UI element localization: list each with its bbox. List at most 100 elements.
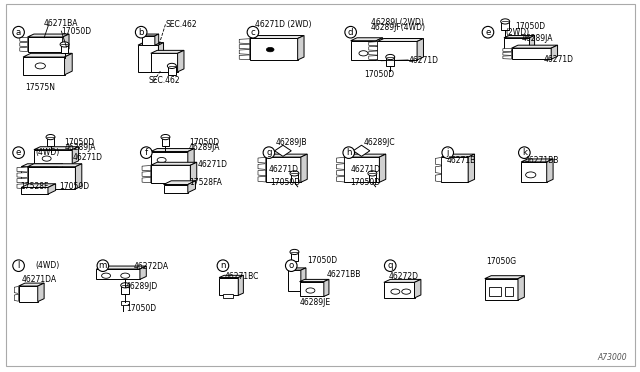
Bar: [266, 157, 301, 182]
Polygon shape: [369, 51, 378, 55]
Polygon shape: [258, 176, 266, 182]
Circle shape: [266, 47, 274, 52]
Text: f: f: [145, 148, 148, 157]
Circle shape: [500, 19, 509, 24]
Bar: [442, 157, 468, 182]
Polygon shape: [380, 154, 386, 182]
Text: 46271BA: 46271BA: [44, 19, 79, 28]
Circle shape: [60, 42, 69, 47]
Bar: [151, 151, 188, 166]
Polygon shape: [151, 162, 196, 165]
Text: e: e: [485, 28, 491, 37]
Polygon shape: [415, 279, 421, 298]
Polygon shape: [369, 42, 378, 46]
Text: 17050D: 17050D: [61, 26, 92, 36]
Polygon shape: [151, 148, 194, 151]
Circle shape: [161, 135, 170, 140]
Polygon shape: [300, 279, 329, 282]
Text: 46271D: 46271D: [72, 153, 102, 161]
Text: 46289JE: 46289JE: [300, 298, 331, 307]
Polygon shape: [258, 170, 266, 176]
Polygon shape: [511, 45, 557, 48]
Bar: [501, 22, 509, 31]
Polygon shape: [518, 276, 524, 300]
Text: 46272D: 46272D: [389, 272, 419, 281]
Text: 46271D: 46271D: [351, 165, 381, 174]
Bar: [521, 162, 547, 182]
Polygon shape: [250, 36, 304, 38]
Text: 46289JF(4WD): 46289JF(4WD): [371, 23, 426, 32]
Polygon shape: [14, 294, 19, 301]
Text: 17528FA: 17528FA: [189, 178, 222, 187]
Polygon shape: [17, 178, 28, 183]
Polygon shape: [97, 266, 147, 269]
Bar: [288, 270, 301, 291]
Polygon shape: [14, 286, 19, 294]
Polygon shape: [503, 48, 511, 52]
Polygon shape: [20, 37, 28, 42]
Polygon shape: [23, 53, 72, 57]
Polygon shape: [28, 34, 69, 37]
Text: 17575N: 17575N: [25, 83, 55, 92]
Circle shape: [35, 63, 45, 69]
Bar: [151, 165, 190, 183]
Polygon shape: [142, 177, 151, 183]
Polygon shape: [337, 164, 344, 169]
Circle shape: [46, 135, 55, 140]
Polygon shape: [140, 266, 147, 279]
Polygon shape: [301, 268, 306, 291]
Bar: [23, 57, 65, 75]
Bar: [378, 41, 417, 60]
Polygon shape: [504, 36, 534, 38]
Circle shape: [102, 273, 111, 278]
Bar: [505, 287, 513, 296]
Polygon shape: [503, 56, 511, 59]
Polygon shape: [258, 157, 266, 163]
Circle shape: [290, 249, 299, 254]
Bar: [122, 285, 129, 294]
Polygon shape: [288, 268, 306, 270]
Bar: [164, 185, 188, 193]
Polygon shape: [503, 52, 511, 55]
Bar: [168, 66, 175, 75]
Text: 17050D: 17050D: [65, 138, 95, 147]
Text: 17050D: 17050D: [60, 182, 90, 191]
Polygon shape: [435, 166, 442, 173]
Text: 46289JB: 46289JB: [275, 138, 307, 147]
Bar: [223, 294, 232, 298]
Text: 46271D: 46271D: [543, 55, 573, 64]
Polygon shape: [551, 45, 557, 59]
Polygon shape: [239, 44, 250, 49]
Polygon shape: [417, 38, 424, 60]
Text: k: k: [522, 148, 527, 157]
Text: 46289JC: 46289JC: [364, 138, 395, 147]
Polygon shape: [239, 55, 250, 60]
Text: 17050D: 17050D: [307, 256, 337, 264]
Polygon shape: [378, 38, 424, 41]
Text: 17050D: 17050D: [127, 304, 157, 313]
Polygon shape: [337, 170, 344, 176]
Bar: [122, 301, 129, 305]
Polygon shape: [353, 145, 370, 156]
Polygon shape: [48, 184, 56, 194]
Text: (4WD): (4WD): [36, 261, 60, 270]
Polygon shape: [442, 154, 474, 157]
Polygon shape: [275, 145, 291, 156]
Polygon shape: [72, 147, 79, 164]
Bar: [61, 44, 68, 53]
Bar: [21, 187, 48, 194]
Polygon shape: [17, 173, 28, 177]
Text: 46271B: 46271B: [447, 156, 476, 165]
Polygon shape: [34, 147, 79, 150]
Text: (4WD): (4WD): [36, 148, 60, 157]
Polygon shape: [484, 276, 524, 279]
Circle shape: [290, 171, 299, 176]
Text: 46271D: 46271D: [269, 165, 299, 174]
Polygon shape: [177, 50, 184, 72]
Text: 17050D: 17050D: [270, 178, 300, 187]
Polygon shape: [28, 164, 82, 167]
Polygon shape: [142, 166, 151, 171]
Polygon shape: [521, 159, 553, 162]
Polygon shape: [547, 159, 553, 182]
Text: e: e: [16, 148, 21, 157]
